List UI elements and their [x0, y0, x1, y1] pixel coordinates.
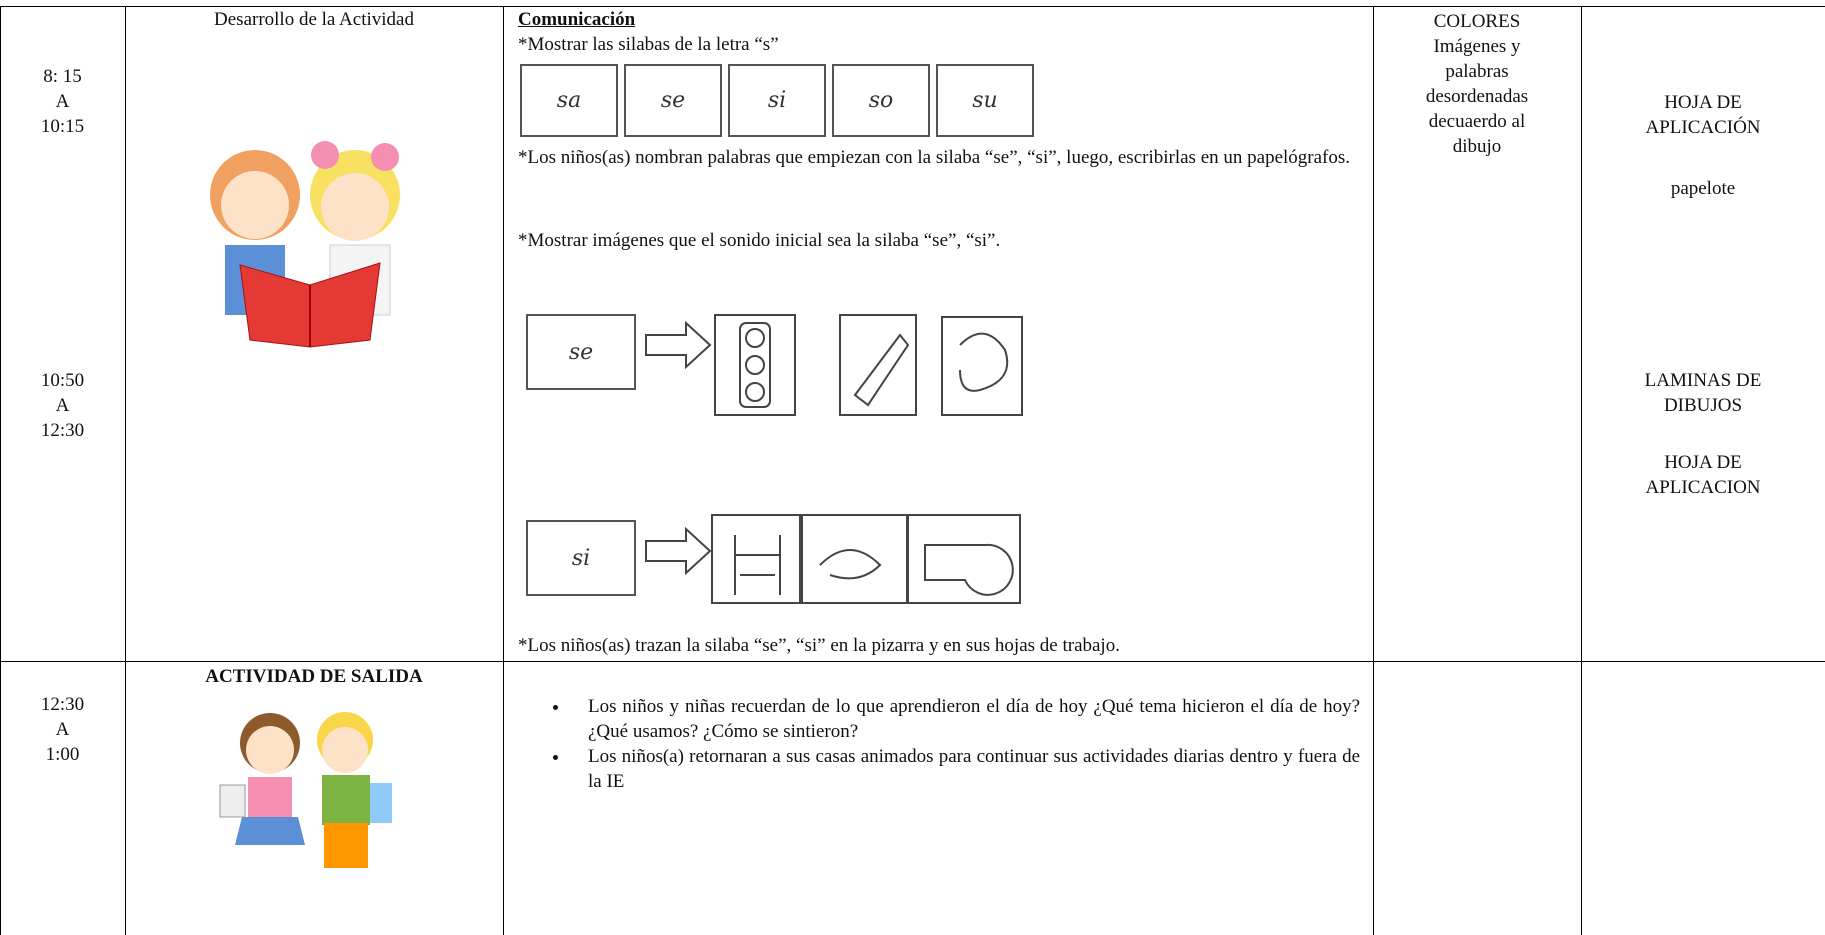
time: A [55, 91, 70, 112]
material-item: decuaerdo al [1428, 111, 1526, 132]
bullet-item: Los niños y niñas recuerdan de lo que ap… [570, 694, 1360, 744]
material-item: Imágenes y [1433, 36, 1521, 57]
instruction: *Los niños(as) trazan la silaba “se”, “s… [518, 635, 1120, 656]
instruction: *Los niños(as) nombran palabras que empi… [518, 147, 1351, 168]
material-item: dibujo [1452, 136, 1502, 157]
activity-label: ACTIVIDAD DE SALIDA [205, 666, 423, 687]
resource-line: DIBUJOS [1663, 395, 1743, 416]
section-heading: Comunicación [518, 9, 636, 30]
resource-line: LAMINAS DE [1644, 370, 1762, 391]
instruction: *Mostrar las silabas de la letra “s” [518, 34, 779, 55]
children-walking-illustration [219, 712, 392, 868]
picture-card-label: si [526, 520, 636, 596]
syllable-card: so [832, 64, 930, 137]
bullet-list: Los niños y niñas recuerdan de lo que ap… [530, 694, 1360, 794]
time: 12:30 [40, 694, 85, 715]
material-item: COLORES [1433, 11, 1521, 32]
time-block: 10:50 A 12:30 [0, 368, 125, 443]
column-divider [0, 6, 1, 935]
column-divider [1373, 6, 1374, 935]
time: A [55, 719, 70, 740]
resource-line: APLICACION [1645, 477, 1761, 498]
table-border [0, 6, 1825, 7]
picture-card-label: se [526, 314, 636, 390]
resource-item: papelote [1581, 176, 1825, 201]
syllable-card: si [728, 64, 826, 137]
syllable-card: sa [520, 64, 618, 137]
time: 10:50 [40, 370, 85, 391]
syllable-card: su [936, 64, 1034, 137]
resource-line: HOJA DE [1664, 452, 1742, 473]
resource-item: HOJA DE APLICACIÓN [1581, 90, 1825, 140]
resource-item: LAMINAS DE DIBUJOS [1581, 368, 1825, 418]
picture-illustrations [645, 314, 1023, 604]
time: 1:00 [45, 744, 80, 765]
bullet-item: Los niños(a) retornaran a sus casas anim… [570, 744, 1360, 794]
row-divider [0, 661, 1825, 662]
bullets: Los niños y niñas recuerdan de lo que ap… [530, 694, 1360, 794]
material-item: desordenadas [1425, 86, 1529, 107]
column-divider [1581, 6, 1582, 935]
time: 10:15 [40, 116, 85, 137]
resource-line: HOJA DE [1664, 92, 1742, 113]
children-reading-illustration [210, 141, 400, 348]
time: 12:30 [40, 420, 85, 441]
resource-item: HOJA DE APLICACION [1581, 450, 1825, 500]
column-divider [503, 6, 504, 935]
instruction: *Mostrar imágenes que el sonido inicial … [518, 230, 1001, 251]
resource-line: papelote [1670, 178, 1736, 199]
activity-label: Desarrollo de la Actividad [214, 9, 414, 30]
syllable-card: se [624, 64, 722, 137]
time-block: 8: 15 A 10:15 [0, 64, 125, 139]
material-item: palabras [1445, 61, 1509, 82]
time: A [55, 395, 70, 416]
resource-line: APLICACIÓN [1645, 117, 1761, 138]
column-divider [125, 6, 126, 935]
materials: COLORES Imágenes y palabras desordenadas dec… [1373, 9, 1581, 159]
time-block: 12:30 A 1:00 [0, 692, 125, 767]
time: 8: 15 [43, 66, 82, 87]
